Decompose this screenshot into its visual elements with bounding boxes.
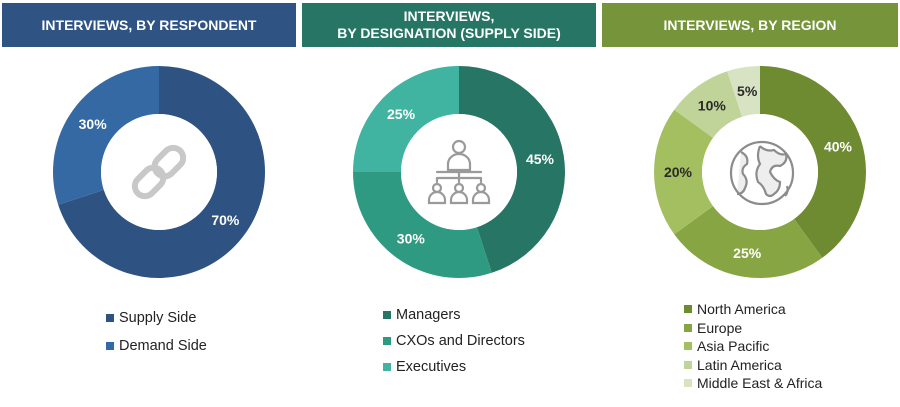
- data-label-latin-america: 10%: [698, 98, 727, 114]
- legend-item-executives: Executives: [383, 354, 525, 380]
- legend-label: North America: [697, 301, 786, 318]
- legend-label: Middle East & Africa: [697, 375, 823, 392]
- legend-label: Latin America: [697, 356, 782, 373]
- chain-link-icon: [131, 144, 187, 200]
- chart-header-respondent: INTERVIEWS, BY RESPONDENT: [2, 3, 296, 47]
- legend-swatch: [383, 363, 391, 371]
- legend-label: Asia Pacific: [697, 338, 770, 355]
- data-label-middle-east-africa: 5%: [737, 83, 758, 99]
- slice-north-america: [760, 66, 866, 258]
- slice-executives: [353, 66, 459, 172]
- data-label-europe: 25%: [733, 245, 762, 261]
- chart-header-designation: INTERVIEWS, BY DESIGNATION (SUPPLY SIDE): [302, 3, 596, 47]
- legend-label: Executives: [396, 359, 467, 375]
- legend-label: Europe: [697, 319, 743, 336]
- data-label-supply-side: 70%: [211, 212, 240, 228]
- globe-icon: [729, 140, 795, 206]
- legend-item-north-america: North America: [684, 300, 822, 319]
- legend-item-demand-side: Demand Side: [106, 332, 207, 360]
- legend-item-cxos-and-directors: CXOs and Directors: [383, 328, 525, 354]
- legend-region: North America Europe Asia Pacific Latin Ame…: [684, 300, 822, 393]
- chart-title-respondent: INTERVIEWS, BY RESPONDENT: [41, 16, 257, 33]
- legend-item-managers: Managers: [383, 302, 525, 328]
- legend-label: Managers: [396, 307, 461, 323]
- chart-header-region: INTERVIEWS, BY REGION: [602, 3, 898, 47]
- legend-designation: Managers CXOs and Directors Executives: [383, 302, 525, 380]
- legend-label: Supply Side: [119, 310, 197, 326]
- legend-item-supply-side: Supply Side: [106, 304, 207, 332]
- legend-swatch: [383, 337, 391, 345]
- slice-asia-pacific: [654, 109, 714, 235]
- data-label-executives: 25%: [387, 106, 416, 122]
- legend-swatch: [684, 360, 692, 369]
- slice-supply-side: [58, 66, 265, 279]
- legend-swatch: [684, 342, 692, 351]
- org-hierarchy-icon: [427, 139, 491, 205]
- slice-europe: [674, 206, 823, 278]
- legend-item-asia-pacific: Asia Pacific: [684, 337, 822, 356]
- slice-middle-east-africa: [727, 66, 760, 117]
- legend-swatch: [684, 305, 692, 314]
- slice-latin-america: [674, 71, 743, 138]
- data-label-cxos-and-directors: 30%: [397, 230, 426, 246]
- legend-swatch: [383, 311, 391, 319]
- data-label-asia-pacific: 20%: [664, 164, 693, 180]
- data-label-demand-side: 30%: [79, 116, 108, 132]
- data-label-north-america: 40%: [824, 139, 853, 155]
- legend-respondent: Supply Side Demand Side: [106, 304, 207, 360]
- legend-label: CXOs and Directors: [396, 333, 525, 349]
- legend-item-middle-east-africa: Middle East & Africa: [684, 374, 822, 393]
- legend-swatch: [106, 342, 114, 350]
- slice-cxos-and-directors: [353, 172, 492, 278]
- legend-swatch: [684, 379, 692, 388]
- donut-region: [654, 66, 866, 278]
- chart-title-designation-line1: INTERVIEWS,: [403, 8, 495, 24]
- legend-swatch: [684, 323, 692, 332]
- legend-swatch: [106, 314, 114, 322]
- chart-title-designation-line2: BY DESIGNATION (SUPPLY SIDE): [337, 25, 561, 41]
- slice-demand-side: [52, 66, 159, 205]
- donut-hole-region: [702, 114, 818, 230]
- legend-label: Demand Side: [119, 338, 207, 354]
- slice-managers: [459, 66, 565, 273]
- chart-title-region: INTERVIEWS, BY REGION: [663, 16, 837, 33]
- legend-item-latin-america: Latin America: [684, 356, 822, 375]
- data-label-managers: 45%: [526, 151, 555, 167]
- legend-item-europe: Europe: [684, 319, 822, 338]
